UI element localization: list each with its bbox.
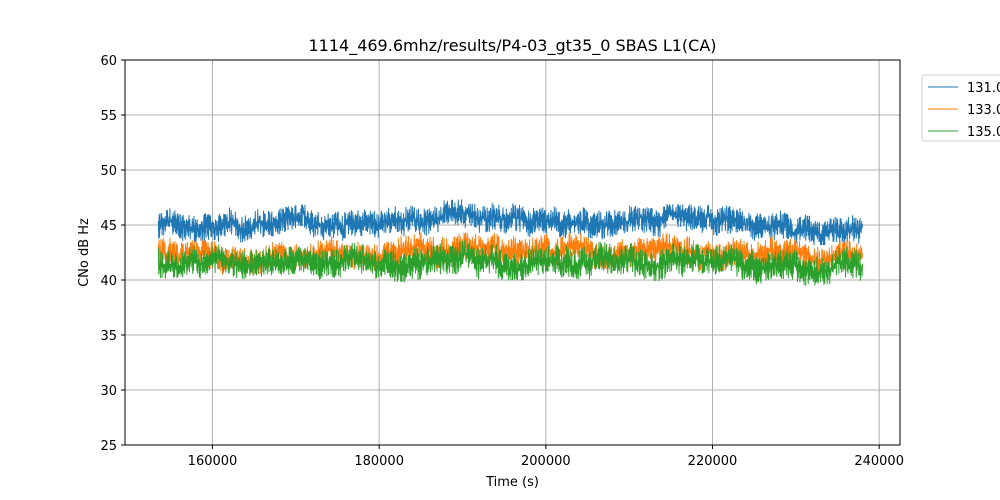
x-axis-label: Time (s) bbox=[485, 475, 539, 490]
x-tick-label: 180000 bbox=[354, 454, 404, 469]
legend-entry: 131.0 bbox=[967, 81, 1000, 96]
series-line-131.0 bbox=[157, 199, 863, 246]
series-layer bbox=[157, 199, 863, 286]
y-tick-label: 25 bbox=[100, 439, 117, 454]
y-axis-label: CNo dB Hz bbox=[77, 218, 92, 287]
y-tick-label: 40 bbox=[100, 274, 117, 289]
chart-title: 1114_469.6mhz/results/P4-03_gt35_0 SBAS … bbox=[308, 36, 716, 56]
y-tick-label: 30 bbox=[100, 384, 117, 399]
series-line-135.0 bbox=[157, 239, 863, 286]
y-tick-label: 45 bbox=[100, 219, 117, 234]
plot-frame bbox=[124, 59, 901, 446]
x-tick-label: 160000 bbox=[188, 454, 238, 469]
y-tick-label: 50 bbox=[100, 164, 117, 179]
legend-entry: 133.0 bbox=[967, 103, 1000, 118]
legend-box bbox=[921, 74, 1000, 142]
y-tick-label: 35 bbox=[100, 329, 117, 344]
y-tick-label: 55 bbox=[100, 109, 117, 124]
x-tick-label: 240000 bbox=[854, 454, 904, 469]
legend-entry: 135.0 bbox=[967, 125, 1000, 140]
y-tick-label: 60 bbox=[100, 54, 117, 69]
x-tick-label: 200000 bbox=[521, 454, 571, 469]
legend: 131.0 133.0 135.0 bbox=[921, 74, 1000, 142]
axis-ticks: 160000 180000 200000 220000 240000 25 30 35 40 45… bbox=[100, 54, 904, 469]
x-tick-label: 220000 bbox=[688, 454, 738, 469]
